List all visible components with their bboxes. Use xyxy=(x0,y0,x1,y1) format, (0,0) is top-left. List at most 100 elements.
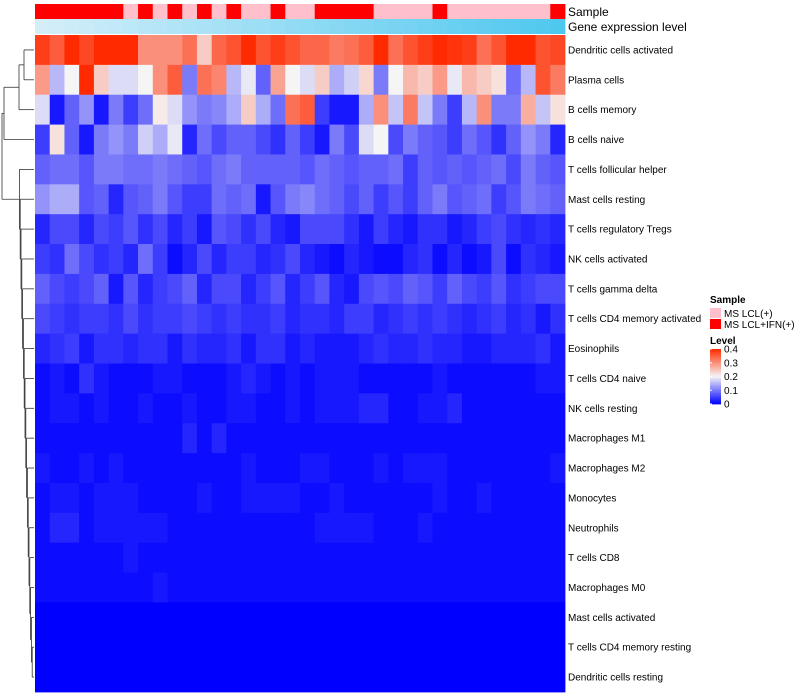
heatmap-cell xyxy=(270,572,286,603)
heatmap-cell xyxy=(329,124,345,155)
heatmap-cell xyxy=(520,512,536,544)
heatmap-cell xyxy=(35,184,51,215)
heatmap-cell xyxy=(49,273,65,305)
heatmap-cell xyxy=(329,94,345,125)
heatmap-cell xyxy=(138,572,154,603)
row-label: Plasma cells xyxy=(568,75,624,86)
heatmap-cell xyxy=(314,453,330,484)
heatmap-cell xyxy=(403,214,419,245)
heatmap-cell xyxy=(506,154,522,185)
heatmap-cell xyxy=(520,244,536,275)
heatmap-cell xyxy=(520,363,536,394)
legend: Sample MS LCL(+) MS LCL+IFN(+) Level 0.4… xyxy=(710,295,795,411)
heatmap-cell xyxy=(211,512,227,544)
heatmap-cell xyxy=(226,124,242,155)
heatmap-cell xyxy=(344,124,360,155)
expression-annotation-cell xyxy=(108,19,124,34)
heatmap-cell xyxy=(491,154,507,185)
heatmap-cell xyxy=(447,244,463,275)
heatmap-cell xyxy=(123,482,139,514)
heatmap-cell xyxy=(241,214,257,245)
heatmap-cell xyxy=(123,423,139,454)
heatmap-cell xyxy=(49,542,65,573)
row-label: T cells CD4 memory resting xyxy=(568,643,691,654)
heatmap-cell xyxy=(167,662,183,693)
heatmap-cell xyxy=(64,393,80,424)
heatmap-cell xyxy=(255,214,271,245)
heatmap-cell xyxy=(182,124,198,155)
heatmap-cell xyxy=(491,453,507,484)
heatmap-cell xyxy=(491,512,507,544)
heatmap-cell xyxy=(373,184,389,215)
heatmap-cell xyxy=(461,632,478,663)
heatmap-cell xyxy=(300,94,316,125)
heatmap-cell xyxy=(152,124,168,155)
heatmap-cell xyxy=(49,214,65,245)
heatmap-cell xyxy=(241,423,257,454)
heatmap-cell xyxy=(314,244,330,275)
heatmap-cell xyxy=(64,124,80,155)
row-label: Mast cells activated xyxy=(568,613,655,624)
sample-annotation-cell xyxy=(138,4,154,19)
heatmap-cell xyxy=(35,244,51,275)
row-label: T cells CD4 memory activated xyxy=(568,314,701,325)
heatmap-cell xyxy=(535,303,551,335)
heatmap-cell xyxy=(344,393,360,424)
heatmap-cell xyxy=(388,273,404,305)
heatmap-cell xyxy=(79,662,95,693)
heatmap-cell xyxy=(226,423,242,454)
heatmap-cell xyxy=(388,333,404,364)
heatmap-cell xyxy=(358,35,375,66)
heatmap-cell xyxy=(108,273,124,305)
heatmap-cell xyxy=(329,244,345,275)
heatmap-cell xyxy=(167,94,183,125)
heatmap-cell xyxy=(138,482,154,514)
heatmap-cell xyxy=(388,303,404,335)
heatmap-cell xyxy=(211,184,227,215)
heatmap-cell xyxy=(417,154,433,185)
heatmap-cell xyxy=(196,423,213,454)
heatmap-cell xyxy=(182,363,198,394)
heatmap-cell xyxy=(300,273,316,305)
heatmap-cell xyxy=(226,273,242,305)
heatmap-cell xyxy=(255,35,271,66)
sample-annotation-cell xyxy=(388,4,404,19)
heatmap-cell xyxy=(314,632,330,663)
heatmap-cell xyxy=(535,453,551,484)
expression-annotation-cell xyxy=(535,19,551,34)
heatmap-cell xyxy=(403,662,419,693)
heatmap-cell xyxy=(285,453,301,484)
heatmap-cell xyxy=(226,393,242,424)
heatmap-cell xyxy=(447,572,463,603)
heatmap-cell xyxy=(373,542,389,573)
heatmap-cell xyxy=(64,632,80,663)
expression-annotation-cell xyxy=(93,19,110,34)
sample-annotation-cell xyxy=(476,4,492,19)
heatmap-cell xyxy=(270,124,286,155)
heatmap-cell xyxy=(432,363,448,394)
heatmap-cell xyxy=(182,423,198,454)
heatmap-cell xyxy=(64,482,80,514)
expression-annotation-cell xyxy=(167,19,183,34)
annotation-label-sample: Sample xyxy=(568,5,609,19)
heatmap-cell xyxy=(344,363,360,394)
colorbar-segment xyxy=(710,351,721,354)
heatmap-cell xyxy=(196,393,213,424)
heatmap-cell xyxy=(476,572,492,603)
heatmap-cell xyxy=(432,512,448,544)
heatmap-cell xyxy=(285,632,301,663)
heatmap-cell xyxy=(255,154,271,185)
sample-annotation-cell xyxy=(344,4,360,19)
heatmap-cell xyxy=(285,244,301,275)
heatmap-cell xyxy=(403,602,419,633)
heatmap-cell xyxy=(388,512,404,544)
expression-annotation-cell xyxy=(255,19,271,34)
heatmap-cell xyxy=(285,662,301,693)
heatmap-cell xyxy=(255,363,271,394)
expression-annotation-cell xyxy=(476,19,492,34)
legend-swatch-lcl xyxy=(710,308,721,318)
heatmap-cell xyxy=(211,273,227,305)
heatmap-cell xyxy=(491,273,507,305)
heatmap-cell xyxy=(226,214,242,245)
heatmap-cell xyxy=(285,214,301,245)
